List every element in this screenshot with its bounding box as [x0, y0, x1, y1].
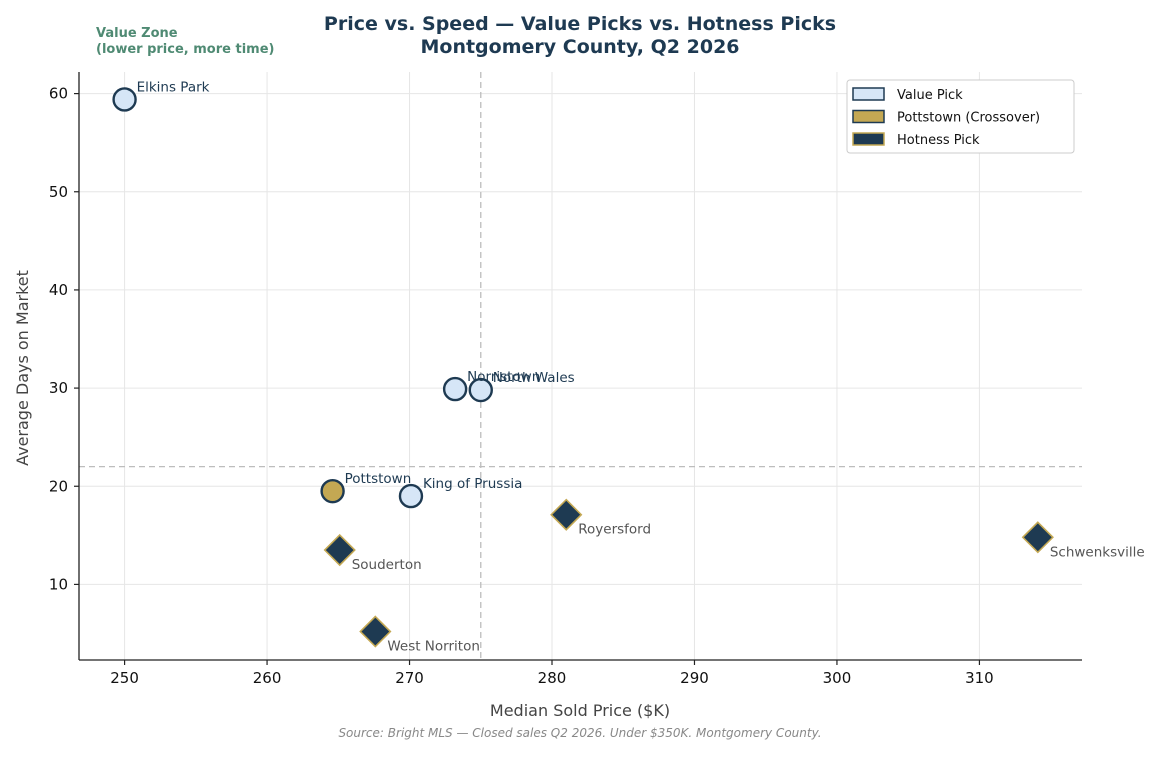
point-norristown [442, 376, 468, 402]
data-points [112, 87, 1054, 648]
legend-entry-label: Pottstown (Crossover) [897, 111, 1040, 126]
y-tick-label: 20 [49, 477, 68, 495]
point-label-norristown: Norristown [467, 369, 540, 385]
point-west-norriton [359, 615, 392, 648]
axes: 250 260 270 280 290 300 310 10 20 30 40 50 60 [49, 72, 1082, 687]
x-tick-label: 300 [823, 669, 852, 687]
legend-swatch [852, 132, 885, 146]
point-label-souderton: Souderton [352, 557, 422, 573]
y-tick-label: 60 [49, 85, 68, 103]
point-label-pottstown: Pottstown [345, 471, 412, 487]
legend-entry-label: Value Pick [897, 88, 963, 103]
x-tick-label: 310 [965, 669, 994, 687]
legend-swatch [852, 109, 885, 124]
value-zone-annotation-line-1: Value Zone [96, 26, 178, 41]
y-tick-label: 10 [49, 575, 68, 593]
point-label-royersford: Royersford [578, 522, 651, 538]
legend-entry-label: Hotness Pick [897, 133, 980, 148]
y-tick-label: 50 [49, 183, 68, 201]
x-tick-label: 280 [538, 669, 567, 687]
point-north-wales [468, 377, 493, 403]
grid [79, 72, 1082, 660]
chart-subtitle: Montgomery County, Q2 2026 [420, 36, 739, 58]
reference-lines [79, 72, 1082, 660]
x-tick-label: 290 [680, 669, 709, 687]
x-axis-label: Median Sold Price ($K) [490, 701, 670, 720]
y-axis-label: Average Days on Market [13, 270, 32, 466]
legend-swatch [852, 87, 885, 101]
y-tick-label: 40 [49, 281, 68, 299]
point-label-north-wales: North Wales [493, 370, 575, 386]
x-tick-label: 260 [253, 669, 282, 687]
chart-title: Price vs. Speed — Value Picks vs. Hotnes… [324, 13, 836, 35]
point-label-schwenksville: Schwenksville [1050, 544, 1145, 560]
point-royersford [550, 498, 583, 531]
x-tick-label: 270 [395, 669, 424, 687]
legend-box [846, 79, 1075, 154]
point-elkins-park [112, 87, 137, 112]
value-zone-annotation-line-2: (lower price, more time) [96, 42, 274, 57]
source-note: Source: Bright MLS — Closed sales Q2 202… [338, 726, 821, 740]
point-souderton [323, 533, 356, 567]
y-tick-label: 30 [49, 379, 68, 397]
legend: Value Pick Pottstown (Crossover) Hotness P… [846, 79, 1075, 154]
point-label-king-of-prussia: King of Prussia [423, 476, 522, 492]
point-label-west-norriton: West Norriton [387, 639, 480, 655]
point-pottstown [320, 478, 345, 504]
point-king-of-prussia [398, 483, 424, 509]
x-tick-label: 250 [110, 669, 139, 687]
point-schwenksville [1021, 521, 1054, 554]
point-label-elkins-park: Elkins Park [137, 79, 210, 95]
